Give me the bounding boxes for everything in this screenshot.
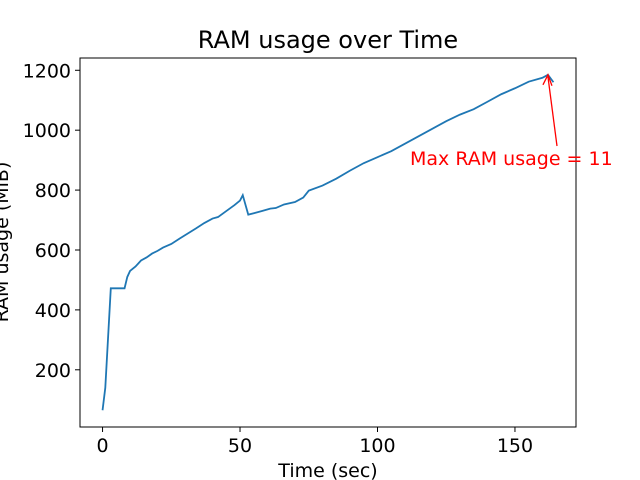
y-tick-label: 600 <box>35 240 71 262</box>
x-axis-label: Time (sec) <box>277 460 377 480</box>
annotation-text: Max RAM usage = 11 <box>410 148 613 170</box>
annotation-arrow <box>547 76 558 147</box>
x-tick-label: 150 <box>497 435 533 457</box>
y-tick-label: 800 <box>35 180 71 202</box>
y-tick-label: 400 <box>35 300 71 322</box>
x-tick-label: 100 <box>359 435 395 457</box>
chart-title: RAM usage over Time <box>198 26 458 54</box>
y-tick-label: 1000 <box>23 120 71 142</box>
plot-frame <box>79 57 577 428</box>
y-axis-label: RAM usage (MiB) <box>0 162 13 323</box>
y-tick-label: 200 <box>35 360 71 382</box>
x-tick-label: 0 <box>96 435 108 457</box>
x-tick-label: 50 <box>228 435 252 457</box>
annotation-arrowhead <box>542 73 553 86</box>
data-line <box>101 73 555 411</box>
y-tick-label: 1200 <box>23 60 71 82</box>
